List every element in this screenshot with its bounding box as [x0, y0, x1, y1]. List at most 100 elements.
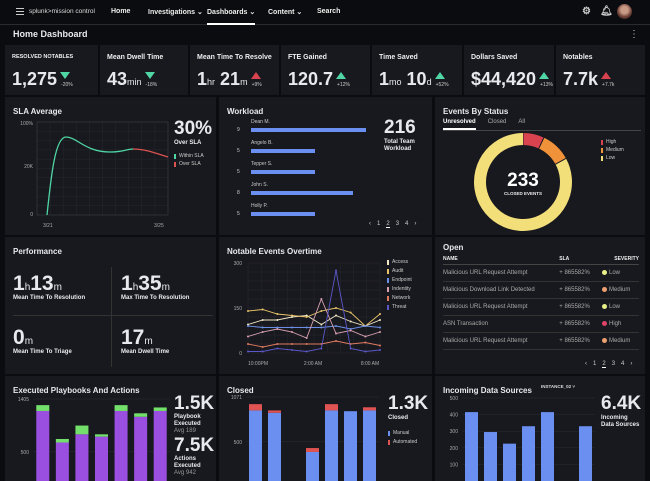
workload-bar: [251, 149, 315, 153]
col-severity[interactable]: SEVERITY: [597, 254, 639, 265]
tab-all[interactable]: All: [518, 119, 526, 125]
bar-segment: [75, 434, 89, 481]
data-point: [320, 298, 323, 300]
bar-segment: [325, 410, 338, 481]
data-point: [261, 326, 264, 329]
data-point: [261, 346, 264, 348]
closed-panel: Closed 1071 500 1.3K Closed Manual Automa…: [219, 376, 432, 481]
table-row[interactable]: Malicious Download Link Detected + 865582…: [443, 281, 639, 300]
performance-metric: 1h35m Max Time To Resolution: [121, 273, 189, 302]
metric-number: 35: [138, 272, 162, 295]
playbooks-panel: Executed Playbooks And Actions 1405 500 1…: [5, 376, 216, 481]
table-row[interactable]: ASN Transaction + 865582% High: [443, 315, 639, 334]
workload-bar: [251, 212, 315, 216]
workload-value: 9: [237, 127, 240, 133]
data-point: [247, 335, 249, 338]
page-2[interactable]: 2: [602, 361, 606, 368]
bar-segment: [503, 443, 516, 481]
bar-segment: [36, 410, 50, 481]
legend-swatch: [387, 295, 389, 301]
nav-dashboards[interactable]: Dashboards ⌄: [207, 8, 256, 25]
workload-panel: Workload 216 Total Team Workload ‹ 1 2 3 4 › …: [219, 97, 432, 235]
y-tick-label: 150: [234, 306, 243, 312]
page-3[interactable]: 3: [611, 361, 616, 367]
kpi-value: 43min: [107, 69, 142, 92]
data-point: [291, 343, 293, 345]
kpi-value: 1,275: [12, 69, 57, 89]
donut-slice-low: [474, 133, 572, 231]
data-point: [305, 350, 308, 353]
performance-metric: 0m Mean Time To Triage: [13, 327, 72, 356]
bar-segment: [306, 451, 319, 481]
prev-page-icon[interactable]: ‹: [369, 221, 371, 227]
nav-search[interactable]: Search: [317, 8, 341, 15]
prev-page-icon[interactable]: ‹: [585, 361, 587, 367]
data-point: [247, 310, 249, 312]
data-point: [364, 341, 367, 344]
legend-swatch: [387, 259, 389, 265]
avatar[interactable]: [617, 4, 632, 19]
open-panel: Open NAME SLA SEVERITY Malicious URL Req…: [435, 237, 645, 374]
playbook-stat: 1.5K: [174, 393, 215, 414]
next-page-icon[interactable]: ›: [414, 221, 417, 227]
more-options-icon[interactable]: ⋮: [629, 29, 639, 40]
legend-access: Access: [387, 259, 408, 265]
data-point: [276, 326, 279, 329]
nav-investigations[interactable]: Investigations ⌄: [148, 9, 203, 16]
legend-within-sla: Within SLA: [174, 153, 204, 159]
page-4[interactable]: 4: [405, 221, 409, 227]
bar-segment: [55, 438, 69, 443]
events-by-status-panel: Events By Status 233 CLOSED EVENTS Unreso…: [435, 97, 645, 235]
table-row[interactable]: Malicious URL Request Attempt + 865582% Lo…: [443, 298, 639, 317]
nav-home[interactable]: Home: [111, 8, 131, 15]
kpi-card: Time Saved 1mo 10d +52%: [372, 45, 462, 95]
data-point: [379, 313, 381, 315]
bar-segment: [114, 405, 128, 411]
actions-avg: Avg 942: [174, 470, 196, 476]
panel-title: Notable Events Overtime: [227, 247, 322, 256]
gear-icon[interactable]: ⚙: [582, 6, 591, 17]
open-pagination: ‹ 1 2 3 4 ›: [585, 361, 632, 368]
page-1[interactable]: 1: [377, 221, 381, 227]
table-row[interactable]: Malicious URL Request Attempt + 865582% Lo…: [443, 264, 639, 283]
legend-swatch: [601, 155, 603, 161]
tab-unresolved[interactable]: Unresolved: [443, 119, 476, 130]
x-tick-label: 2:00 AM: [304, 361, 322, 367]
page-3[interactable]: 3: [395, 221, 400, 227]
nav-content[interactable]: Content ⌄: [268, 9, 303, 16]
col-name[interactable]: NAME: [443, 254, 560, 265]
page-4[interactable]: 4: [621, 361, 625, 367]
event-severity: Low: [597, 264, 639, 283]
logo[interactable]: splunk>mission control: [29, 8, 95, 15]
kpi-number: 21: [220, 69, 241, 89]
donut-slice-high: [522, 133, 544, 149]
instance-dropdown[interactable]: INSTANCE_02 ˅: [541, 384, 576, 389]
legend-audit: Audit: [387, 268, 403, 274]
page-2[interactable]: 2: [386, 221, 390, 228]
bar-segment: [95, 436, 108, 481]
slice-separator: [537, 136, 545, 150]
tab-closed[interactable]: Closed: [487, 119, 507, 125]
metric-number: 0: [13, 326, 25, 349]
kpi-label: Mean Time To Resolve: [197, 54, 272, 61]
plot-frame: [36, 121, 169, 216]
severity-label: Medium: [608, 338, 631, 345]
workload-name: Holly P.: [251, 203, 268, 209]
series-line-access: [247, 314, 381, 327]
data-point: [349, 347, 352, 350]
next-page-icon[interactable]: ›: [630, 361, 633, 367]
metric-unit: h: [24, 282, 31, 293]
table-row[interactable]: Malicious URL Request Attempt + 865582% Me…: [443, 332, 639, 351]
col-sla[interactable]: SLA: [559, 254, 598, 265]
panel-title: Open: [443, 243, 464, 252]
hamburger-menu-icon[interactable]: [16, 8, 24, 15]
y-tick-label: 200: [450, 446, 459, 452]
page-1[interactable]: 1: [593, 361, 597, 367]
bar-segment: [465, 412, 478, 481]
kpi-label: FTE Gained: [288, 54, 327, 61]
kpi-card: Mean Dwell Time 43min -18%: [100, 45, 188, 95]
workload-stat: 216: [384, 117, 416, 138]
bell-icon[interactable]: 🔔︎: [600, 6, 613, 17]
y-tick-label: 0: [239, 351, 242, 357]
kpi-label: RESOLVED NOTABLES: [12, 54, 74, 60]
